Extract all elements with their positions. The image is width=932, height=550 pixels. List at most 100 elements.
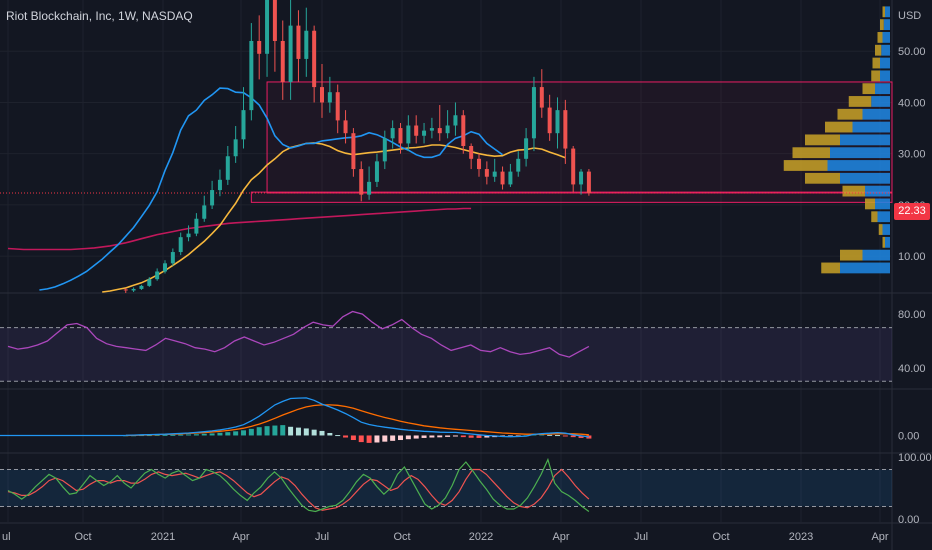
candle-body (500, 171, 505, 185)
candle-body (555, 110, 560, 134)
volume-profile-down-bar (865, 198, 875, 210)
macd-histogram-bar (280, 425, 286, 436)
volume-profile-down-bar (805, 172, 840, 184)
macd-histogram-bar (335, 435, 341, 437)
volume-profile-up-bar (885, 6, 890, 18)
candle-body (579, 171, 584, 185)
volume-profile-up-bar (875, 198, 890, 210)
volume-profile-down-bar (877, 32, 883, 43)
candle-body (249, 40, 254, 111)
sma-slow-line (7, 207, 472, 251)
macd-histogram-bar (225, 432, 231, 436)
macd-histogram-bar (303, 428, 309, 436)
macd-histogram-bar (264, 426, 270, 436)
time-axis-label: Apr (232, 531, 249, 543)
volume-profile-up-bar (871, 96, 890, 107)
price-tick-label: 10.00 (898, 251, 926, 263)
macd-histogram-bar (162, 434, 168, 436)
candle-body (477, 158, 481, 170)
candle-body (484, 169, 489, 177)
time-axis-label: Oct (74, 531, 91, 543)
time-axis-label: Apr (552, 531, 569, 543)
volume-profile-up-bar (882, 224, 890, 235)
macd-histogram-bar (586, 435, 592, 439)
candle-body (304, 30, 309, 59)
candle-body (563, 110, 568, 149)
candle-body (531, 87, 536, 139)
ema-fast-line (39, 87, 503, 291)
time-axis-label: ul (2, 531, 11, 543)
macd-histogram-bar (570, 435, 576, 438)
candle-body (571, 148, 576, 185)
candle-body (335, 92, 340, 121)
candle-body (241, 110, 246, 140)
volume-profile-up-bar (830, 147, 890, 159)
candle-body (272, 0, 277, 41)
macd-histogram-bar (154, 434, 160, 436)
macd-histogram-bar (241, 430, 246, 436)
macd-histogram-bar (476, 435, 482, 438)
candle-body (178, 237, 183, 253)
macd-histogram-bar (390, 435, 396, 441)
candle-body (217, 179, 222, 191)
candle-body (296, 25, 301, 59)
stoch-k-line (7, 457, 590, 513)
macd-histogram-bar (452, 435, 458, 437)
candle-body (163, 263, 167, 272)
range-box-lower (250, 191, 893, 203)
macd-histogram-bar (421, 435, 427, 438)
candle-body (139, 285, 144, 289)
macd-histogram-bar (555, 435, 560, 437)
candle-body (547, 107, 552, 134)
macd-histogram-bar (460, 435, 466, 438)
volume-profile-down-bar (880, 19, 884, 31)
candle-body (265, 0, 270, 54)
symbol-title[interactable]: Riot Blockchain, Inc, 1W, NASDAQ (6, 9, 193, 23)
volume-profile-up-bar (883, 19, 890, 31)
last-price-tag: 22.33 (894, 203, 930, 220)
volume-profile-down-bar (862, 83, 875, 95)
macd-histogram-bar (343, 435, 349, 438)
volume-profile-up-bar (885, 236, 890, 248)
volume-profile-up-bar (840, 134, 890, 146)
rsi-line (7, 310, 590, 358)
volume-profile-up-bar (875, 83, 890, 95)
candle-body (280, 40, 285, 82)
time-axis-label: 2021 (151, 531, 175, 543)
volume-profile-down-bar (871, 211, 878, 223)
volume-profile-down-bar (842, 185, 865, 197)
stoch-tick-label: 0.00 (898, 514, 919, 526)
candle-body (406, 125, 411, 144)
candle-body (398, 128, 403, 144)
macd-histogram-bar (288, 426, 294, 436)
volume-profile-down-bar (792, 147, 830, 159)
volume-profile-down-bar (783, 160, 828, 171)
candle-body (382, 138, 387, 162)
candle-body (516, 158, 521, 172)
currency-unit[interactable]: USD (898, 10, 922, 22)
candle-body (414, 125, 419, 136)
time-axis-label: Jul (315, 531, 329, 543)
macd-tick-label: 0.00 (898, 430, 919, 442)
candle-body (586, 171, 591, 194)
macd-histogram-bar (248, 428, 254, 436)
volume-profile-down-bar (882, 6, 885, 18)
macd-histogram-bar (217, 432, 223, 436)
candle-body (210, 190, 215, 206)
candle-body (508, 171, 513, 185)
time-axis-label: Apr (871, 531, 888, 543)
price-tick-label: 50.00 (898, 46, 926, 58)
candle-body (359, 169, 364, 195)
rsi-band-fill (0, 327, 892, 382)
volume-profile-down-bar (825, 121, 853, 133)
candle-body (422, 130, 427, 136)
volume-profile-down-bar (872, 57, 880, 69)
candle-body (123, 289, 128, 291)
macd-histogram-bar (429, 435, 435, 438)
volume-profile-up-bar (840, 172, 890, 184)
macd-histogram-bar (350, 435, 356, 441)
volume-profile-up-bar (852, 121, 890, 133)
macd-histogram-bar (484, 435, 490, 438)
volume-profile-up-bar (880, 70, 890, 82)
